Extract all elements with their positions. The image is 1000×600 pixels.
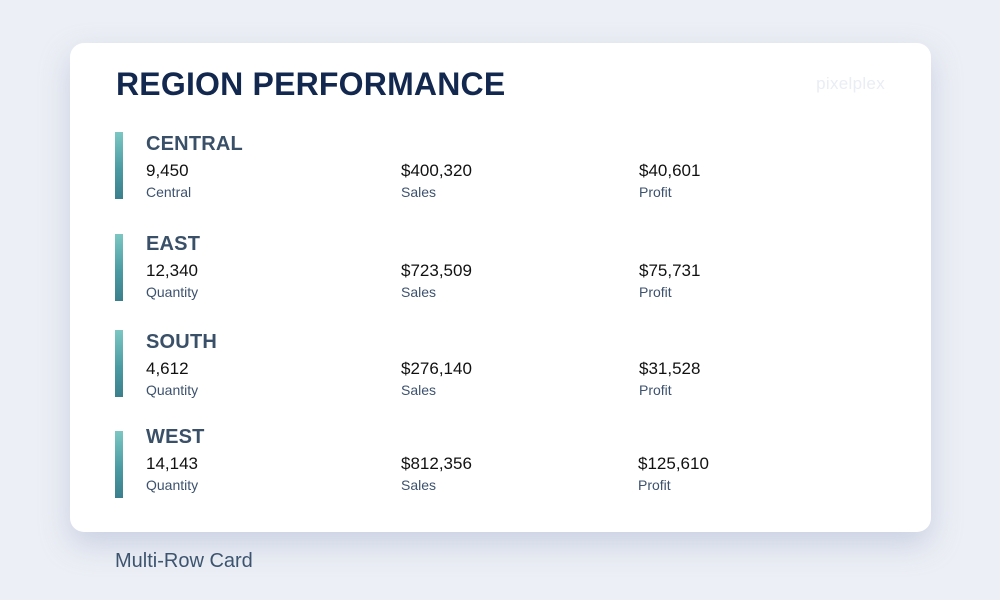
metric-value: $812,356 bbox=[401, 454, 472, 473]
metric-label: Quantity bbox=[146, 382, 199, 398]
metric-quantity: 4,612 Quantity bbox=[146, 359, 198, 399]
metric-profit: $125,610 Profit bbox=[638, 454, 709, 494]
metric-label: Profit bbox=[639, 184, 672, 200]
region-name: EAST bbox=[146, 233, 201, 255]
multi-row-card: REGION PERFORMANCE pixelplex CENTRAL 9,4… bbox=[70, 43, 931, 532]
region-row-central: CENTRAL 9,450 Central $400,320 Sales $40… bbox=[115, 132, 875, 201]
metric-label: Sales bbox=[401, 382, 437, 398]
metric-label: Profit bbox=[639, 284, 672, 300]
caption: Multi-Row Card bbox=[115, 550, 253, 572]
watermark-logo: pixelplex bbox=[816, 74, 885, 93]
metric-sales: $723,509 Sales bbox=[401, 261, 472, 301]
row-accent-bar bbox=[115, 132, 123, 199]
region-name: SOUTH bbox=[146, 331, 217, 353]
metric-label: Quantity bbox=[146, 284, 199, 300]
metric-value: $276,140 bbox=[401, 359, 472, 378]
row-accent-bar bbox=[115, 234, 123, 301]
row-accent-bar bbox=[115, 330, 123, 397]
metric-value: $125,610 bbox=[638, 454, 709, 473]
metric-sales: $276,140 Sales bbox=[401, 359, 472, 399]
metric-label: Quantity bbox=[146, 477, 199, 493]
metric-value: $31,528 bbox=[639, 359, 701, 378]
region-row-east: EAST 12,340 Quantity $723,509 Sales $75,… bbox=[115, 233, 875, 301]
region-row-south: SOUTH 4,612 Quantity $276,140 Sales $31,… bbox=[115, 330, 875, 399]
metric-value: 12,340 bbox=[146, 261, 198, 280]
metric-profit: $75,731 Profit bbox=[639, 261, 700, 301]
region-name: CENTRAL bbox=[146, 133, 243, 155]
metric-label: Sales bbox=[401, 184, 437, 200]
metric-sales: $812,356 Sales bbox=[401, 454, 472, 494]
row-accent-bar bbox=[115, 431, 123, 498]
metric-value: $75,731 bbox=[639, 261, 701, 280]
metric-quantity: 9,450 Central bbox=[146, 161, 191, 201]
metric-label: Profit bbox=[639, 382, 672, 398]
metric-value: $40,601 bbox=[639, 161, 701, 180]
metric-profit: $40,601 Profit bbox=[639, 161, 700, 201]
region-name: WEST bbox=[146, 426, 205, 448]
metric-value: $723,509 bbox=[401, 261, 472, 280]
region-row-west: WEST 14,143 Quantity $812,356 Sales $125… bbox=[115, 426, 875, 498]
metric-label: Sales bbox=[401, 477, 437, 493]
metric-sales: $400,320 Sales bbox=[401, 161, 472, 201]
metric-value: 14,143 bbox=[146, 454, 198, 473]
metric-label: Profit bbox=[638, 477, 671, 493]
metric-value: 9,450 bbox=[146, 161, 189, 180]
metric-label: Central bbox=[146, 184, 192, 200]
metric-profit: $31,528 Profit bbox=[639, 359, 700, 399]
metric-quantity: 12,340 Quantity bbox=[146, 261, 198, 301]
metric-label: Sales bbox=[401, 284, 437, 300]
metric-value: $400,320 bbox=[401, 161, 472, 180]
card-title: REGION PERFORMANCE bbox=[116, 66, 506, 102]
metric-value: 4,612 bbox=[146, 359, 189, 378]
metric-quantity: 14,143 Quantity bbox=[146, 454, 198, 494]
